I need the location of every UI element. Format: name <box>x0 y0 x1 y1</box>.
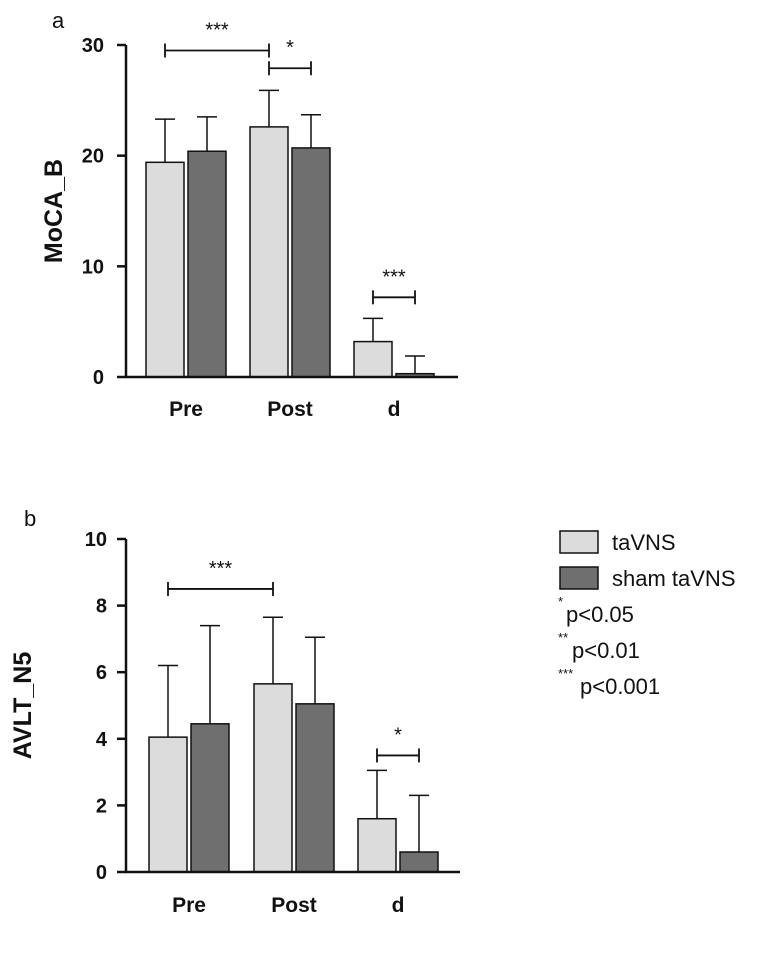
x-tick-label: Post <box>271 894 317 917</box>
y-tick-label: 2 <box>96 795 107 817</box>
bar-sham-post <box>291 147 331 378</box>
legend-swatch-tavns <box>559 530 599 554</box>
y-tick-label: 30 <box>82 35 104 57</box>
y-tick-label: 0 <box>93 367 104 389</box>
bar-sham-post <box>295 703 335 873</box>
panel-label: a <box>52 8 65 33</box>
bar-tavns-d <box>357 817 397 873</box>
sig-stars: * <box>394 724 402 746</box>
y-tick-label: 8 <box>96 596 107 618</box>
y-tick-label: 10 <box>82 256 104 278</box>
x-tick-label: Post <box>267 398 313 421</box>
y-tick-label: 6 <box>96 662 107 684</box>
panel-label: b <box>24 506 36 531</box>
bar-tavns-pre <box>145 161 185 378</box>
y-tick-label: 0 <box>96 862 107 884</box>
legend-swatch-sham <box>559 566 599 590</box>
y-axis-label: AVLT_N5 <box>9 652 37 760</box>
sig-stars-1: * <box>558 594 563 609</box>
y-tick-label: 20 <box>82 146 104 168</box>
sig-stars: *** <box>209 558 233 580</box>
sig-text-1: p<0.05 <box>566 602 634 627</box>
sig-stars-2: ** <box>558 630 568 645</box>
legend-label-tavns: taVNS <box>612 530 676 555</box>
sig-stars: *** <box>382 266 406 288</box>
legend: taVNS sham taVNS * p<0.05 ** p<0.01 *** … <box>558 530 736 699</box>
bar-tavns-post <box>249 126 289 378</box>
sig-text-3: p<0.001 <box>580 674 660 699</box>
sig-stars: *** <box>205 20 229 42</box>
bar-sham-pre <box>190 723 230 873</box>
bar-sham-d <box>399 851 439 873</box>
bar-tavns-d <box>353 340 393 378</box>
x-tick-label: d <box>388 398 401 421</box>
x-tick-label: Pre <box>172 894 206 917</box>
x-tick-label: d <box>392 894 405 917</box>
legend-label-sham: sham taVNS <box>612 566 736 591</box>
sig-stars-3: *** <box>558 666 573 681</box>
bar-tavns-post <box>253 683 293 873</box>
y-axis-label: MoCA_B <box>40 159 68 263</box>
sig-text-2: p<0.01 <box>572 638 640 663</box>
bar-tavns-pre <box>148 736 188 873</box>
x-tick-label: Pre <box>169 398 203 421</box>
y-tick-label: 10 <box>85 529 107 551</box>
y-tick-label: 4 <box>96 729 108 751</box>
bar-sham-pre <box>187 150 227 378</box>
sig-stars: * <box>286 37 294 59</box>
